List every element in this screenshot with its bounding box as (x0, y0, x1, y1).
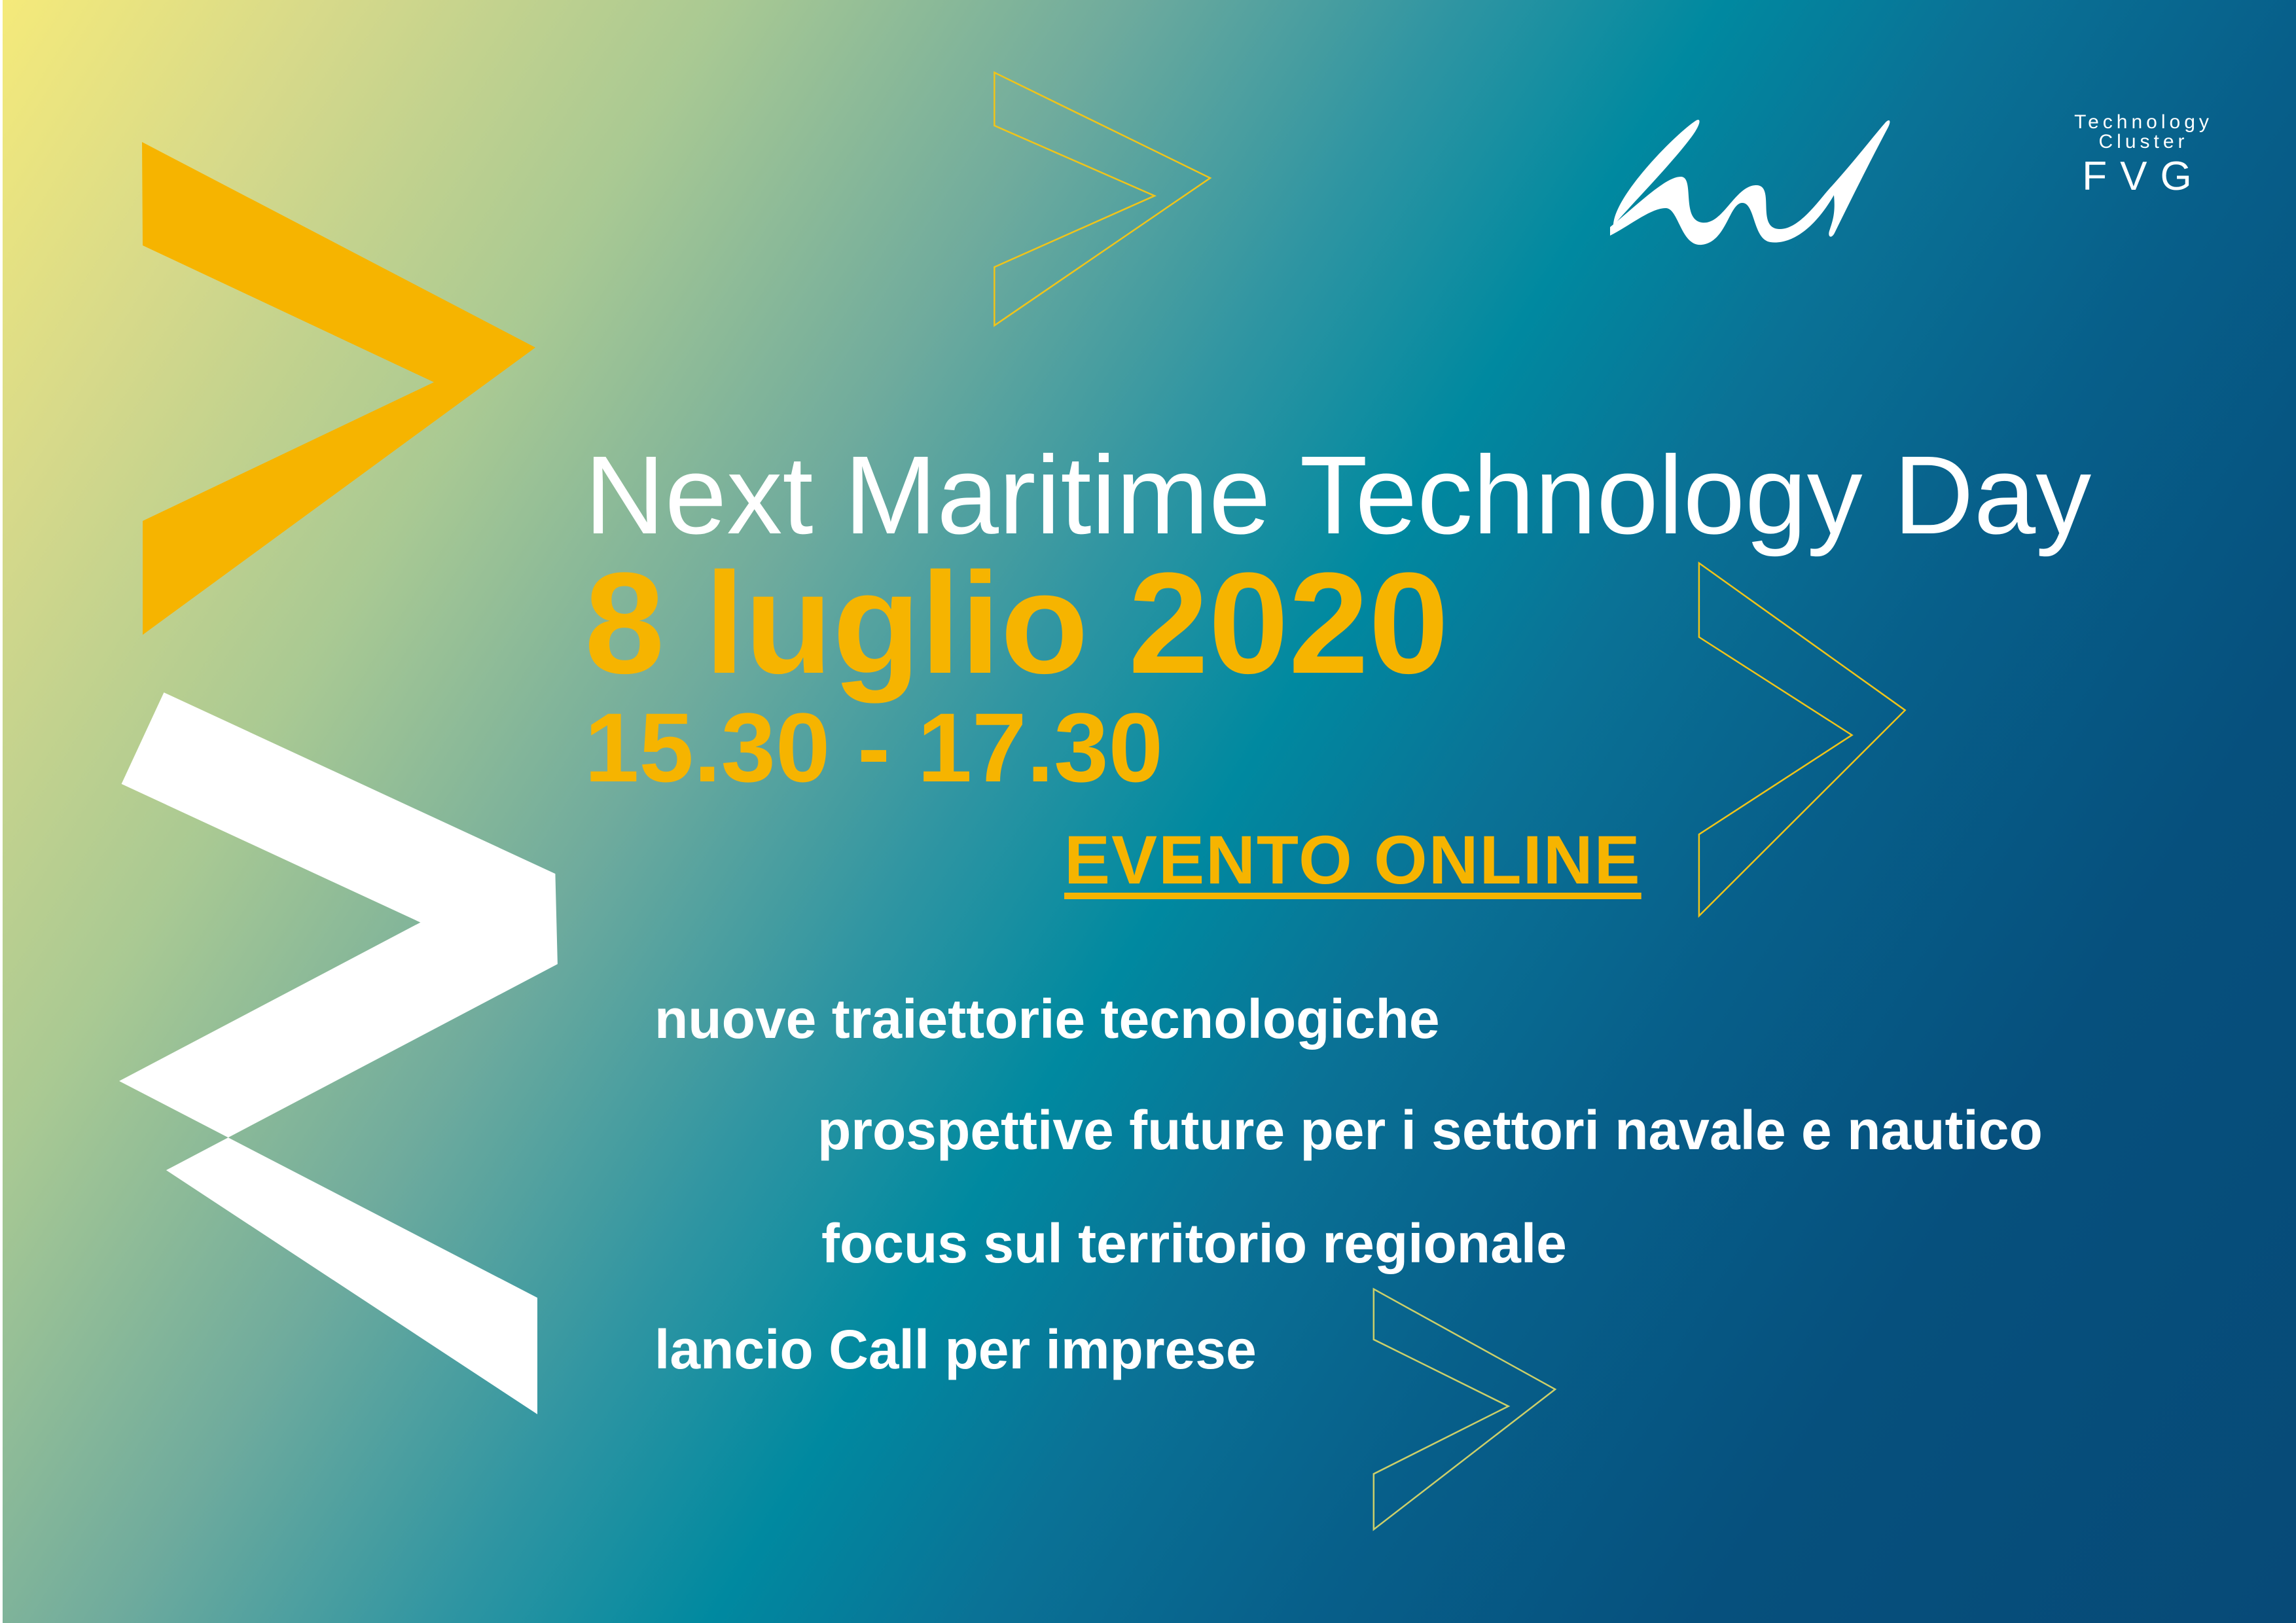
svg-text:Technology: Technology (2074, 111, 2213, 133)
svg-text:Cluster: Cluster (2098, 131, 2188, 152)
svg-text:FVG: FVG (2082, 154, 2204, 199)
